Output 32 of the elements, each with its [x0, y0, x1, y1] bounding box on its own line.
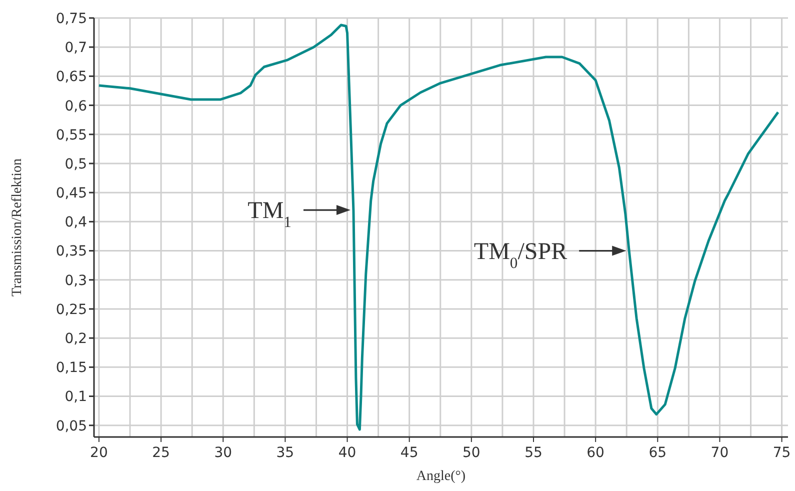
y-tick-label: 0,6	[64, 98, 88, 114]
x-tick-label: 50	[462, 445, 480, 461]
x-tick-label: 75	[772, 445, 791, 461]
line-series	[98, 24, 780, 431]
y-tick-label: 0,7	[64, 40, 87, 56]
x-tick-label: 30	[214, 445, 232, 461]
annotation: TM$_{1}$	[248, 198, 292, 231]
y-tick-label: 0,05	[56, 418, 87, 434]
y-tick-label: 0,1	[64, 389, 87, 406]
y-tick-label: 0,15	[56, 360, 87, 376]
x-tick-label: 70	[710, 445, 729, 461]
y-tick-label: 0,65	[56, 69, 87, 86]
x-tick-label: 60	[586, 445, 604, 461]
y-tick-label: 0,75	[56, 10, 87, 27]
x-tick-label: 35	[276, 445, 294, 461]
y-tick-label: 0,4	[64, 214, 88, 231]
y-tick-label: 0,35	[56, 244, 87, 260]
x-axis-title: Angle(°)	[416, 469, 466, 484]
x-tick-label: 25	[152, 445, 170, 461]
y-tick-label: 0,55	[56, 127, 87, 144]
y-tick-label: 0,3	[64, 272, 87, 289]
x-tick-label: 40	[338, 445, 356, 461]
y-axis-title: Transmission/Reflektion	[10, 158, 25, 296]
x-tick-label: 45	[400, 445, 418, 461]
y-tick-label: 0,45	[56, 186, 87, 202]
x-tick-label: 20	[90, 445, 108, 461]
y-tick-label: 0,2	[64, 331, 87, 348]
annotation: TM$_{0}$/SPR	[474, 238, 568, 272]
x-tick-label: 55	[524, 445, 542, 461]
x-tick-label: 65	[648, 445, 667, 461]
y-tick-label: 0,5	[64, 156, 87, 172]
y-tick-label: 0,25	[56, 302, 87, 318]
